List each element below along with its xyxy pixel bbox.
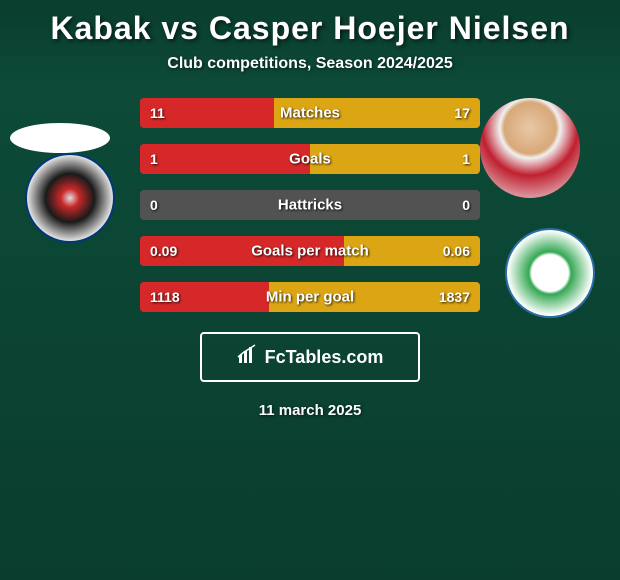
- club-right-logo: [505, 228, 595, 318]
- stat-label: Min per goal: [266, 289, 354, 306]
- stat-row: 0.09 Goals per match 0.06: [140, 236, 480, 266]
- stats-list: 11 Matches 17 1 Goals 1 0 Hattricks 0 0.09 Goals p…: [140, 98, 480, 312]
- stat-value-left: 0: [150, 197, 158, 213]
- club-left-logo: [25, 153, 115, 243]
- stat-label: Goals per match: [251, 243, 369, 260]
- stat-row: 1118 Min per goal 1837: [140, 282, 480, 312]
- stat-value-left: 1: [150, 151, 158, 167]
- stat-label: Hattricks: [278, 197, 342, 214]
- date-text: 11 march 2025: [0, 402, 620, 419]
- stat-value-right: 0: [462, 197, 470, 213]
- stat-value-right: 0.06: [443, 243, 470, 259]
- stat-value-right: 1: [462, 151, 470, 167]
- chart-icon: [237, 343, 259, 371]
- stat-value-left: 1118: [150, 289, 180, 305]
- comparison-card: Kabak vs Casper Hoejer Nielsen Club comp…: [0, 0, 620, 429]
- stat-bar-right: [310, 144, 480, 174]
- stat-label: Matches: [280, 105, 340, 122]
- brand-badge: FcTables.com: [200, 332, 420, 382]
- stat-label: Goals: [289, 151, 331, 168]
- stat-row: 0 Hattricks 0: [140, 190, 480, 220]
- player-right-avatar: [480, 98, 580, 198]
- page-title: Kabak vs Casper Hoejer Nielsen: [0, 10, 620, 47]
- stat-value-left: 11: [150, 105, 165, 121]
- stat-row: 11 Matches 17: [140, 98, 480, 128]
- stat-value-right: 1837: [439, 289, 470, 305]
- stat-value-left: 0.09: [150, 243, 177, 259]
- subtitle: Club competitions, Season 2024/2025: [0, 55, 620, 73]
- stat-row: 1 Goals 1: [140, 144, 480, 174]
- stat-bar-left: [140, 144, 310, 174]
- player-left-avatar: [10, 123, 110, 153]
- main-area: 11 Matches 17 1 Goals 1 0 Hattricks 0 0.09 Goals p…: [0, 98, 620, 419]
- stat-value-right: 17: [454, 105, 470, 121]
- brand-text: FcTables.com: [265, 347, 384, 368]
